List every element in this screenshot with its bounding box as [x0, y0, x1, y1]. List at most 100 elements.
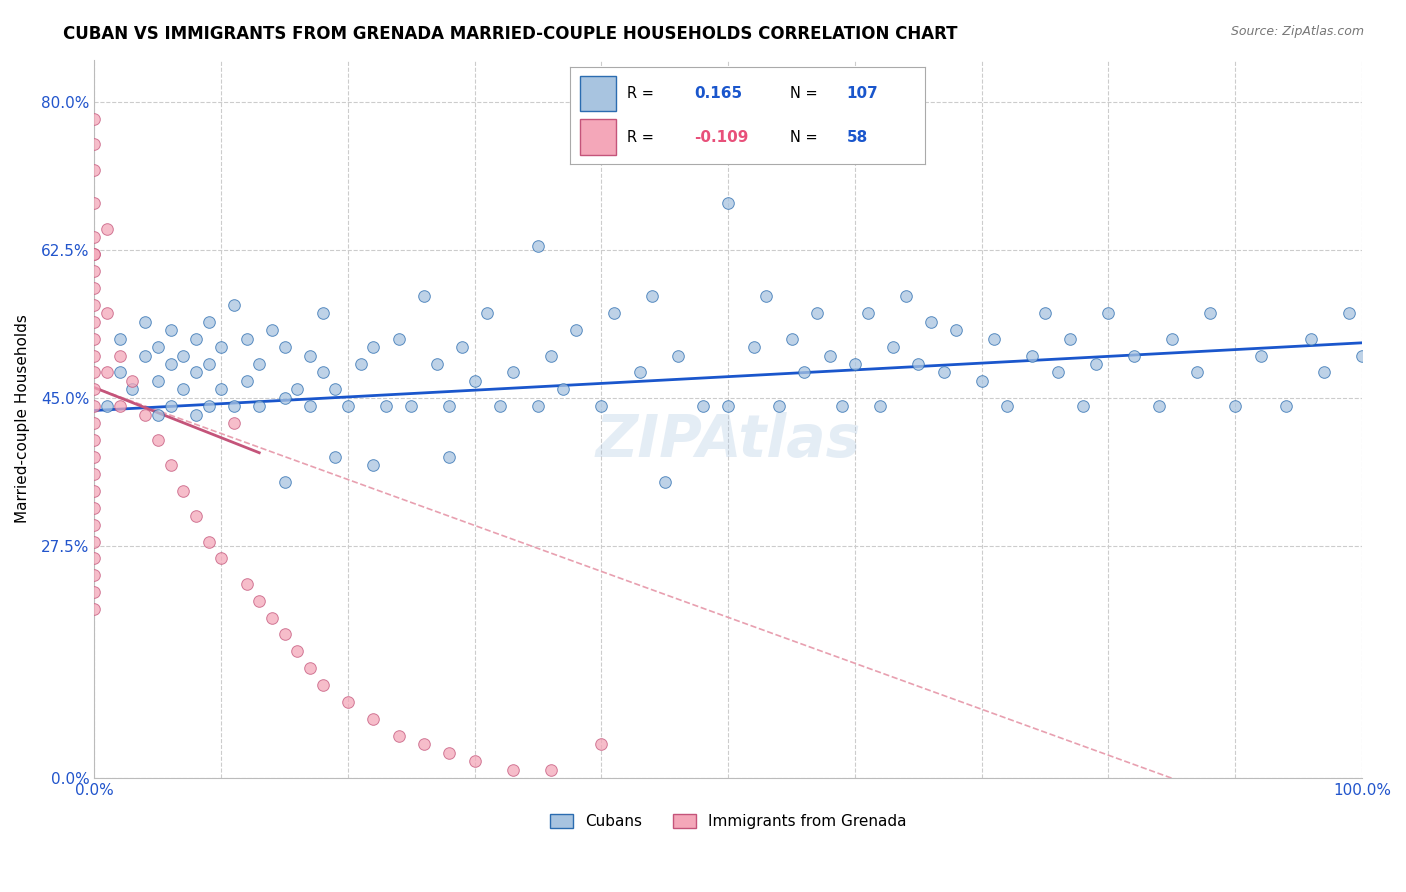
- Point: [401, 399, 423, 413]
- Point: [1339, 306, 1361, 320]
- Point: [184, 408, 207, 422]
- Point: [527, 399, 550, 413]
- Point: [83, 585, 105, 599]
- Point: [83, 467, 105, 481]
- Point: [932, 366, 955, 380]
- Point: [146, 433, 169, 447]
- Point: [780, 332, 803, 346]
- Point: [1033, 306, 1056, 320]
- Point: [146, 340, 169, 354]
- Point: [323, 382, 346, 396]
- Point: [247, 357, 270, 371]
- Point: [83, 137, 105, 152]
- Point: [945, 323, 967, 337]
- Point: [96, 306, 118, 320]
- Point: [1059, 332, 1081, 346]
- Point: [222, 416, 245, 430]
- Point: [134, 408, 156, 422]
- Point: [108, 349, 131, 363]
- Point: [273, 475, 295, 490]
- Point: [209, 382, 232, 396]
- Point: [1225, 399, 1247, 413]
- Point: [159, 399, 181, 413]
- Point: [540, 349, 562, 363]
- Point: [502, 366, 524, 380]
- Point: [323, 450, 346, 464]
- Legend: Cubans, Immigrants from Grenada: Cubans, Immigrants from Grenada: [544, 808, 912, 835]
- Point: [83, 281, 105, 295]
- Point: [146, 374, 169, 388]
- Point: [818, 349, 841, 363]
- Point: [336, 695, 359, 709]
- Point: [1122, 349, 1144, 363]
- Point: [311, 306, 333, 320]
- Point: [260, 610, 283, 624]
- Point: [83, 247, 105, 261]
- Point: [1187, 366, 1209, 380]
- Point: [451, 340, 474, 354]
- Point: [260, 323, 283, 337]
- Point: [1097, 306, 1119, 320]
- Point: [856, 306, 879, 320]
- Point: [121, 382, 143, 396]
- Point: [439, 450, 461, 464]
- Point: [83, 399, 105, 413]
- Point: [489, 399, 512, 413]
- Point: [894, 289, 917, 303]
- Point: [844, 357, 866, 371]
- Point: [222, 399, 245, 413]
- Point: [1351, 349, 1374, 363]
- Point: [717, 196, 740, 211]
- Point: [831, 399, 853, 413]
- Point: [83, 534, 105, 549]
- Point: [285, 382, 308, 396]
- Point: [184, 509, 207, 524]
- Point: [108, 366, 131, 380]
- Point: [477, 306, 499, 320]
- Text: CUBAN VS IMMIGRANTS FROM GRENADA MARRIED-COUPLE HOUSEHOLDS CORRELATION CHART: CUBAN VS IMMIGRANTS FROM GRENADA MARRIED…: [63, 25, 957, 43]
- Point: [439, 399, 461, 413]
- Point: [96, 221, 118, 235]
- Point: [83, 247, 105, 261]
- Point: [121, 374, 143, 388]
- Point: [96, 399, 118, 413]
- Point: [502, 763, 524, 777]
- Point: [1160, 332, 1182, 346]
- Point: [83, 298, 105, 312]
- Point: [83, 230, 105, 244]
- Point: [235, 374, 257, 388]
- Point: [159, 357, 181, 371]
- Point: [793, 366, 815, 380]
- Point: [1250, 349, 1272, 363]
- Point: [1071, 399, 1094, 413]
- Point: [553, 382, 575, 396]
- Point: [235, 332, 257, 346]
- Point: [464, 374, 486, 388]
- Point: [755, 289, 778, 303]
- Point: [970, 374, 993, 388]
- Point: [83, 450, 105, 464]
- Point: [413, 289, 436, 303]
- Point: [654, 475, 676, 490]
- Point: [882, 340, 904, 354]
- Point: [628, 366, 651, 380]
- Point: [235, 576, 257, 591]
- Point: [146, 408, 169, 422]
- Point: [285, 644, 308, 658]
- Point: [742, 340, 765, 354]
- Point: [540, 763, 562, 777]
- Point: [134, 349, 156, 363]
- Point: [197, 357, 219, 371]
- Point: [591, 738, 613, 752]
- Point: [717, 399, 740, 413]
- Point: [464, 754, 486, 768]
- Point: [108, 399, 131, 413]
- Point: [83, 483, 105, 498]
- Point: [159, 323, 181, 337]
- Point: [1313, 366, 1336, 380]
- Point: [83, 112, 105, 126]
- Point: [247, 593, 270, 607]
- Point: [247, 399, 270, 413]
- Point: [83, 315, 105, 329]
- Point: [197, 399, 219, 413]
